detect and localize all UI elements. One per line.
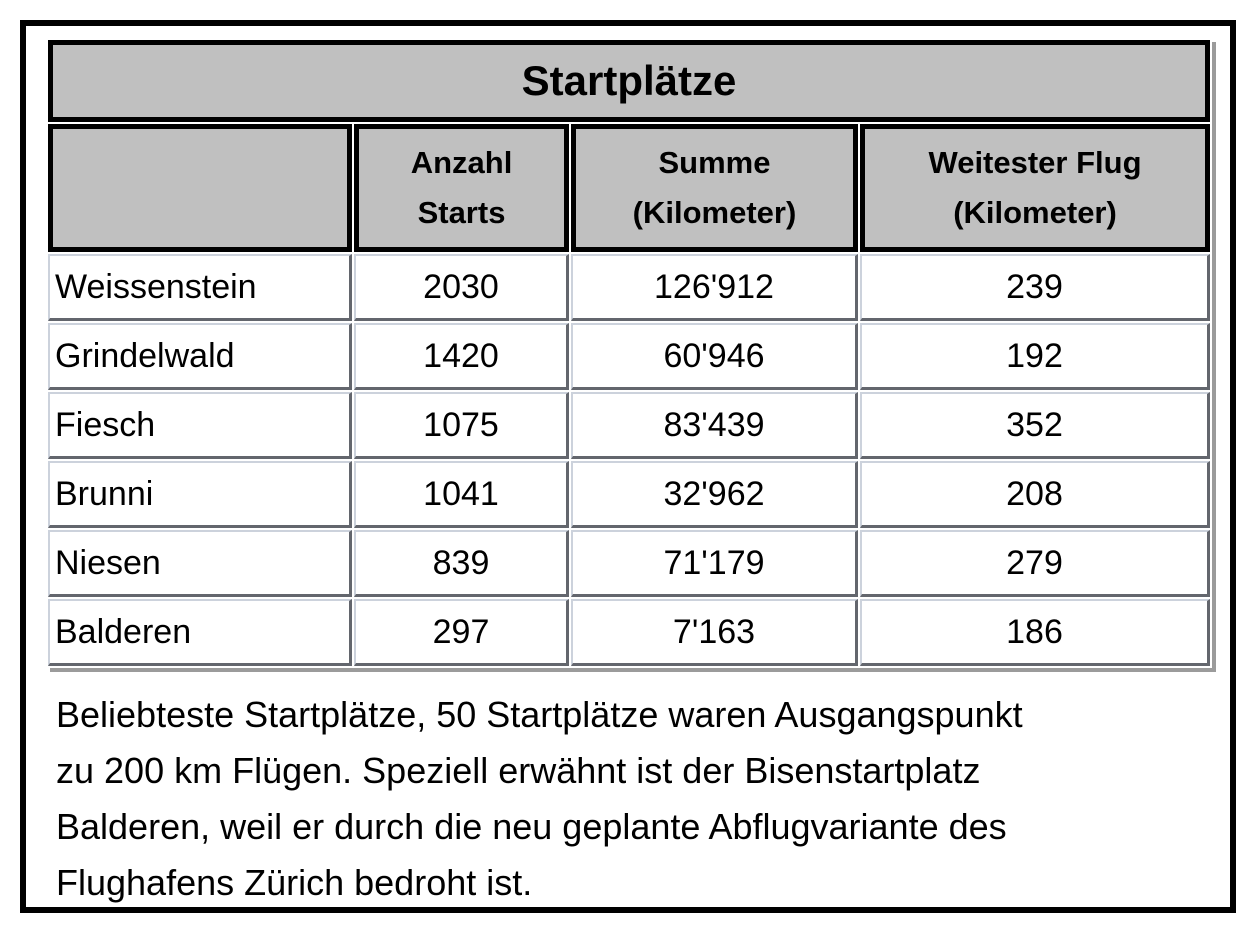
row-anzahl-starts: 1075	[354, 392, 569, 459]
caption-line-1: Beliebteste Startplätze, 50 Startplätze …	[56, 694, 1023, 735]
row-weitester-flug-km: 208	[860, 461, 1211, 528]
header-summe-kilometer: Summe (Kilometer)	[571, 124, 858, 252]
table-row: Balderen 297 7'163 186	[48, 599, 1211, 666]
header-summe-line2: (Kilometer)	[632, 195, 797, 230]
header-anzahl-line2: Starts	[417, 195, 506, 230]
row-anzahl-starts: 297	[354, 599, 569, 666]
header-empty	[48, 124, 352, 252]
table-caption: Beliebteste Startplätze, 50 Startplätze …	[56, 687, 1230, 911]
row-anzahl-starts: 1041	[354, 461, 569, 528]
row-name: Brunni	[48, 461, 352, 528]
table-row: Brunni 1041 32'962 208	[48, 461, 1211, 528]
table-row: Weissenstein 2030 126'912 239	[48, 254, 1211, 321]
row-anzahl-starts: 1420	[354, 323, 569, 390]
row-weitester-flug-km: 192	[860, 323, 1211, 390]
row-weitester-flug-km: 279	[860, 530, 1211, 597]
outer-frame: Startplätze Anzahl Starts Summe (Kilomet…	[20, 20, 1236, 913]
row-summe-km: 60'946	[571, 323, 858, 390]
table-row: Grindelwald 1420 60'946 192	[48, 323, 1211, 390]
row-name: Grindelwald	[48, 323, 352, 390]
table-title-row: Startplätze	[48, 40, 1211, 122]
table-title: Startplätze	[48, 40, 1211, 122]
row-summe-km: 83'439	[571, 392, 858, 459]
row-summe-km: 7'163	[571, 599, 858, 666]
row-weitester-flug-km: 352	[860, 392, 1211, 459]
header-anzahl-starts: Anzahl Starts	[354, 124, 569, 252]
table-header-row: Anzahl Starts Summe (Kilometer) Weiteste…	[48, 124, 1211, 252]
row-name: Niesen	[48, 530, 352, 597]
row-name: Balderen	[48, 599, 352, 666]
header-weitester-flug: Weitester Flug (Kilometer)	[860, 124, 1211, 252]
row-summe-km: 32'962	[571, 461, 858, 528]
row-name: Weissenstein	[48, 254, 352, 321]
header-weitester-line2: (Kilometer)	[953, 195, 1117, 230]
header-weitester-line1: Weitester Flug	[928, 145, 1142, 180]
row-anzahl-starts: 839	[354, 530, 569, 597]
caption-line-4: Flughafens Zürich bedroht ist.	[56, 862, 533, 903]
startplaetze-table: Startplätze Anzahl Starts Summe (Kilomet…	[46, 38, 1213, 668]
table-row: Fiesch 1075 83'439 352	[48, 392, 1211, 459]
row-summe-km: 71'179	[571, 530, 858, 597]
table-row: Niesen 839 71'179 279	[48, 530, 1211, 597]
caption-line-3: Balderen, weil er durch die neu geplante…	[56, 806, 1007, 847]
row-weitester-flug-km: 239	[860, 254, 1211, 321]
table-container: Startplätze Anzahl Starts Summe (Kilomet…	[46, 38, 1213, 668]
row-weitester-flug-km: 186	[860, 599, 1211, 666]
row-anzahl-starts: 2030	[354, 254, 569, 321]
caption-line-2: zu 200 km Flügen. Speziell erwähnt ist d…	[56, 750, 981, 791]
row-summe-km: 126'912	[571, 254, 858, 321]
row-name: Fiesch	[48, 392, 352, 459]
header-anzahl-line1: Anzahl	[410, 145, 513, 180]
header-summe-line1: Summe	[658, 145, 771, 180]
